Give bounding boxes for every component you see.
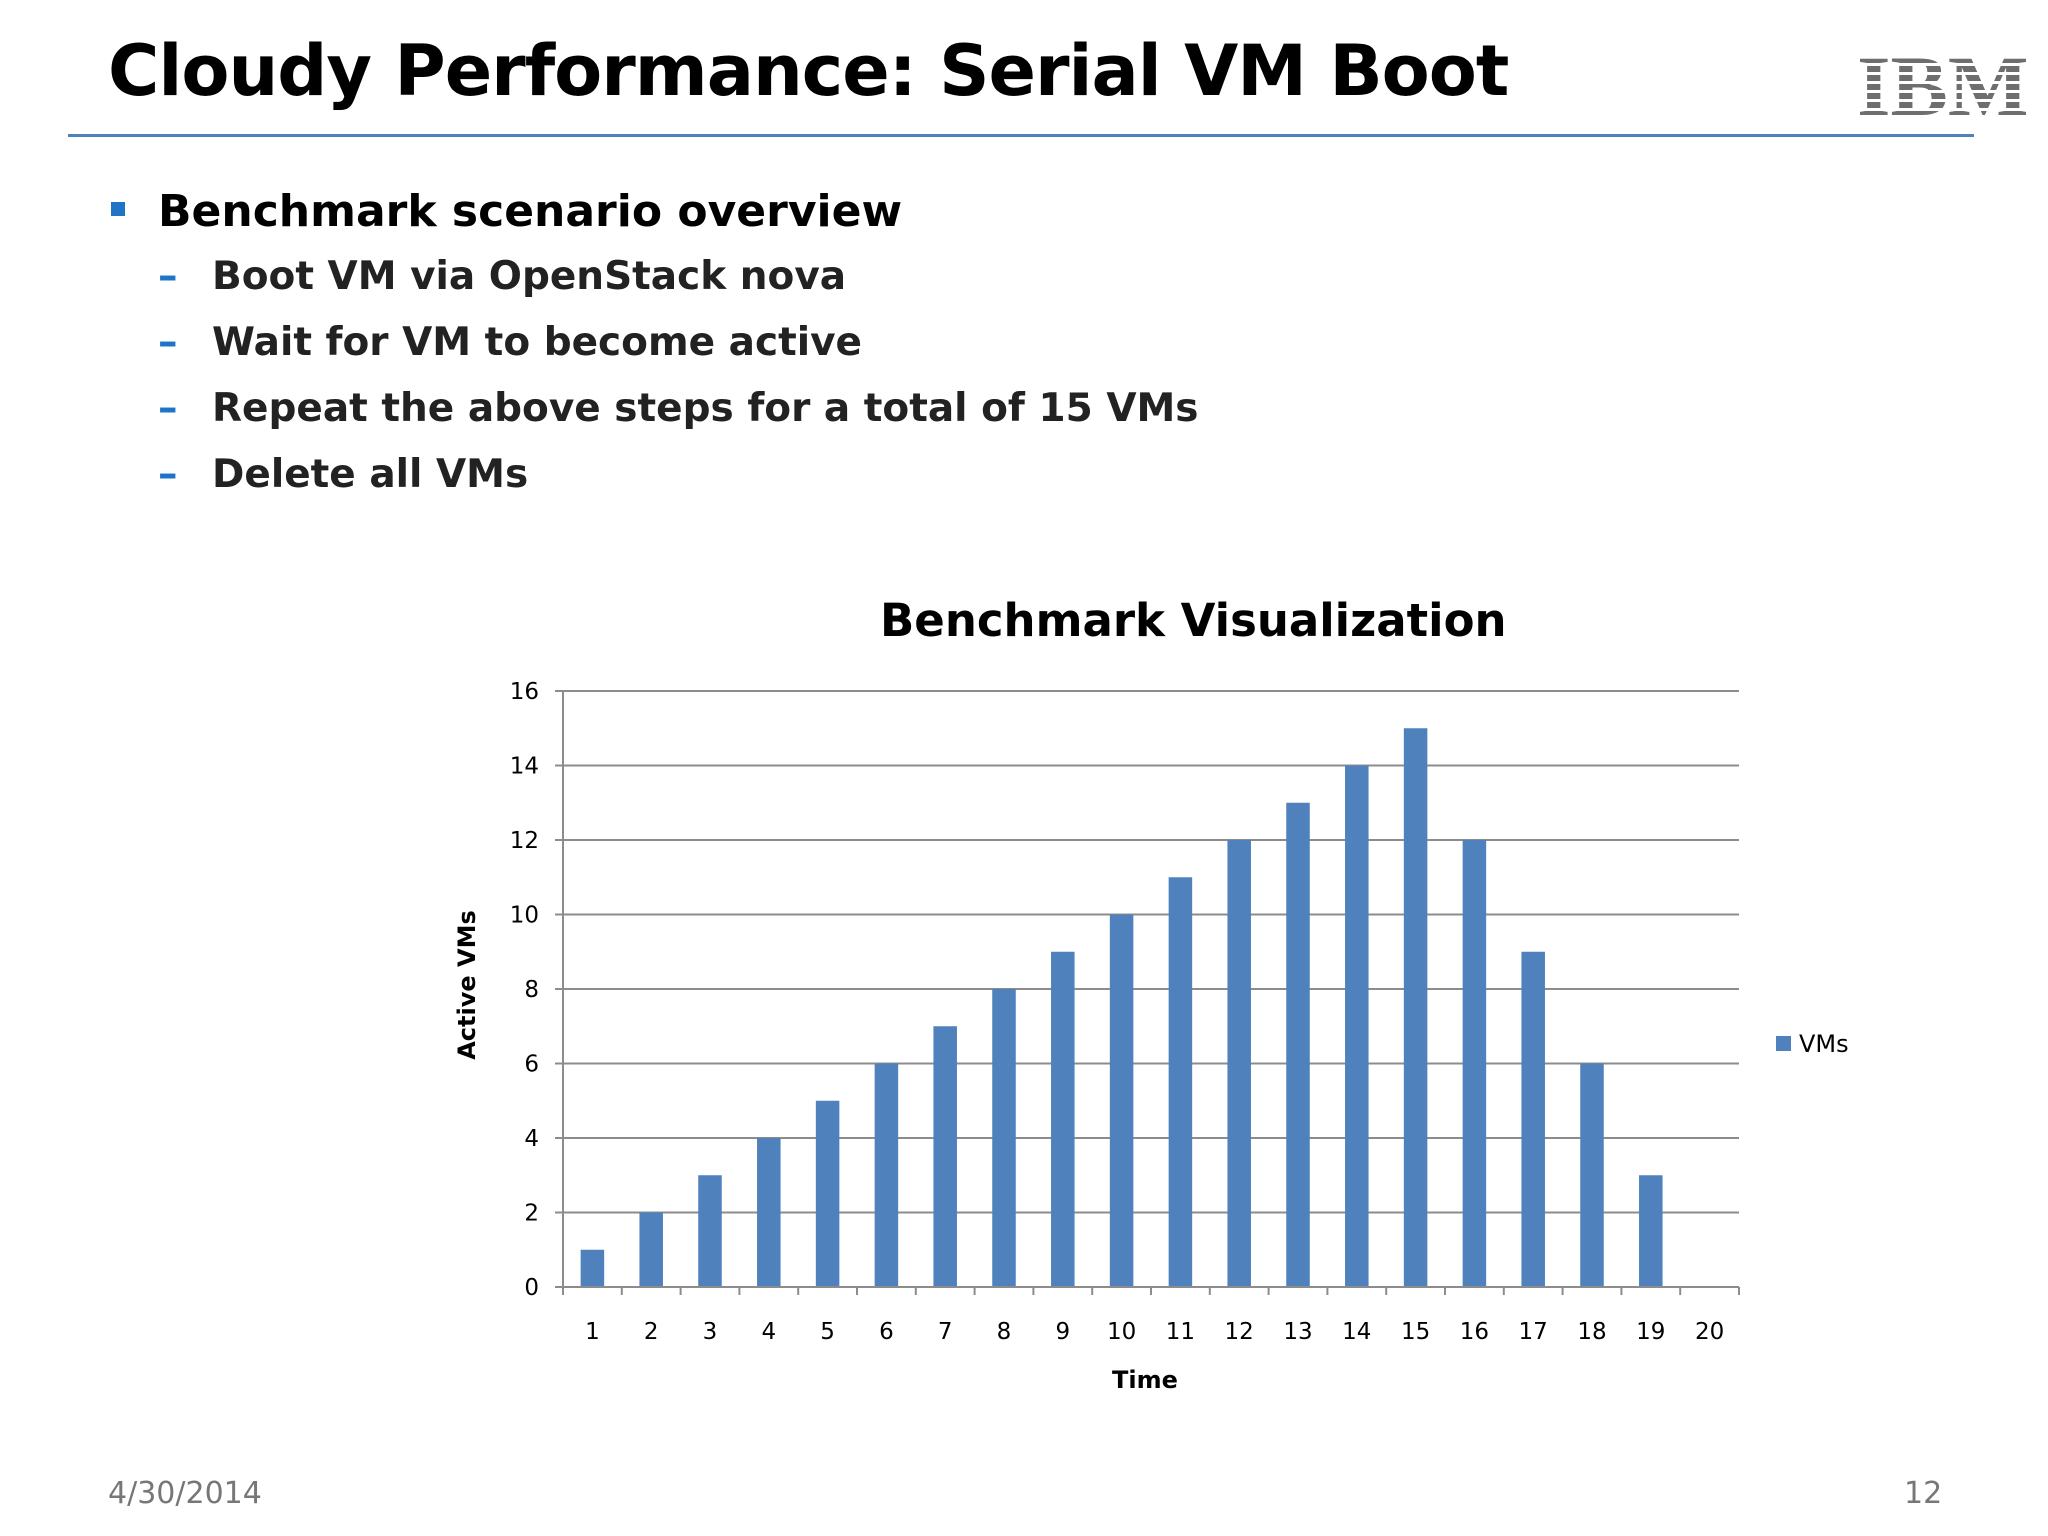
- bar: [1345, 765, 1369, 1287]
- dash-bullet-icon: –: [158, 254, 178, 299]
- y-tick-label: 14: [510, 754, 539, 780]
- ibm-logo: IBM: [1860, 48, 2026, 120]
- dash-bullet-icon: –: [158, 386, 178, 431]
- x-tick-label: 16: [1460, 1319, 1489, 1345]
- bar: [1168, 877, 1193, 1287]
- bar: [992, 989, 1016, 1287]
- sub-bullet-text: Delete all VMs: [212, 452, 529, 497]
- bar: [698, 1175, 722, 1287]
- x-tick-label: 19: [1636, 1319, 1665, 1345]
- y-tick-label: 8: [524, 977, 539, 1003]
- y-tick-label: 12: [510, 828, 539, 854]
- sub-bullet-text: Wait for VM to become active: [212, 320, 862, 365]
- bar: [1580, 1063, 1604, 1287]
- x-tick-label: 7: [938, 1319, 953, 1345]
- bar: [757, 1138, 781, 1287]
- slide-title: Cloudy Performance: Serial VM Boot: [108, 30, 1509, 112]
- y-axis-label: Active VMs: [453, 910, 481, 1060]
- x-tick-label: 12: [1225, 1319, 1254, 1345]
- x-axis-label: Time: [1112, 1366, 1178, 1394]
- bar: [933, 1026, 957, 1287]
- x-tick-label: 17: [1519, 1319, 1548, 1345]
- x-tick-label: 4: [761, 1319, 776, 1345]
- sub-bullet-text: Boot VM via OpenStack nova: [212, 254, 847, 299]
- bar: [1403, 728, 1428, 1287]
- bar: [1462, 840, 1487, 1287]
- sub-bullet-text: Repeat the above steps for a total of 15…: [212, 386, 1199, 431]
- bar: [580, 1249, 605, 1287]
- footer-date: 4/30/2014: [108, 1476, 262, 1511]
- x-tick-label: 5: [820, 1319, 835, 1345]
- bar: [1521, 951, 1545, 1287]
- bar: [1639, 1175, 1663, 1287]
- legend-swatch: [1776, 1036, 1791, 1051]
- x-tick-label: 13: [1283, 1319, 1312, 1345]
- x-tick-label: 14: [1342, 1319, 1371, 1345]
- bar: [874, 1063, 899, 1287]
- bar: [815, 1100, 840, 1287]
- bullet-heading-text: Benchmark scenario overview: [158, 186, 903, 237]
- x-tick-label: 2: [644, 1319, 659, 1345]
- bar: [639, 1212, 663, 1287]
- x-tick-label: 15: [1401, 1319, 1430, 1345]
- dash-bullet-icon: –: [158, 452, 178, 497]
- x-tick-label: 11: [1166, 1319, 1195, 1345]
- y-tick-label: 16: [510, 679, 539, 705]
- bar: [1051, 951, 1075, 1287]
- x-tick-label: 10: [1107, 1319, 1136, 1345]
- x-tick-label: 18: [1577, 1319, 1606, 1345]
- x-tick-label: 3: [703, 1319, 718, 1345]
- page-number: 12: [1904, 1476, 1943, 1511]
- title-divider: [68, 134, 1974, 137]
- y-tick-label: 2: [524, 1201, 539, 1227]
- bar: [1286, 802, 1310, 1287]
- square-bullet-icon: [111, 202, 125, 216]
- x-tick-label: 1: [585, 1319, 600, 1345]
- x-tick-label: 9: [1055, 1319, 1070, 1345]
- chart-title: Benchmark Visualization: [880, 594, 1507, 647]
- y-tick-label: 0: [524, 1275, 539, 1301]
- x-tick-label: 20: [1695, 1319, 1724, 1345]
- x-tick-label: 6: [879, 1319, 894, 1345]
- x-tick-label: 8: [997, 1319, 1012, 1345]
- bar: [1109, 914, 1134, 1287]
- bar: [1227, 840, 1251, 1287]
- y-tick-label: 10: [510, 903, 539, 929]
- y-tick-label: 6: [524, 1052, 539, 1078]
- dash-bullet-icon: –: [158, 320, 178, 365]
- legend-label: VMs: [1799, 1030, 1849, 1058]
- y-tick-label: 4: [524, 1126, 539, 1152]
